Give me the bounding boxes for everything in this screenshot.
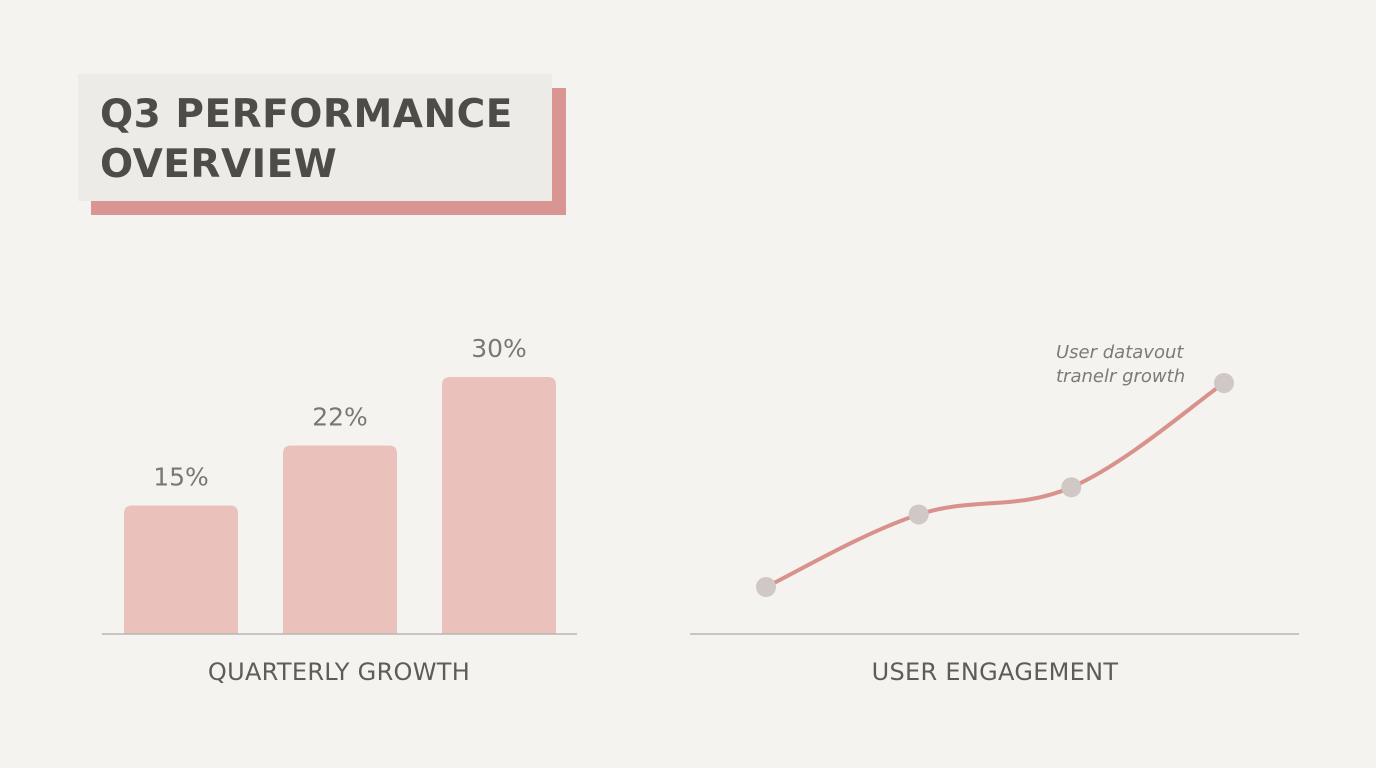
annotation-line-2: tranelr growth [1056, 366, 1186, 387]
page-title-line-1: Q3 PERFORMANCE [100, 92, 513, 137]
line-chart-annotation: User datavout tranelr growth [1056, 341, 1185, 389]
bar-value-label-2: 22% [312, 403, 368, 432]
bar-chart: 15% 22% 30% [102, 334, 577, 635]
bar-2 [283, 445, 397, 634]
engagement-series-line [764, 381, 1226, 589]
line-chart-title: USER ENGAGEMENT [871, 658, 1119, 686]
title-box: Q3 PERFORMANCE OVERVIEW [78, 74, 552, 201]
annotation-line-1: User datavout [1056, 342, 1184, 363]
bar-value-label-3: 30% [471, 334, 527, 363]
bar-chart-title: QUARTERLY GROWTH [207, 658, 471, 686]
bar-3 [442, 377, 556, 634]
line-point-3 [1061, 477, 1082, 498]
bar-value-label-1: 15% [153, 463, 209, 492]
line-chart [690, 373, 1299, 635]
line-point-1 [756, 577, 776, 597]
page-title-line-2: OVERVIEW [100, 142, 338, 187]
line-point-2 [908, 504, 929, 525]
title-block: Q3 PERFORMANCE OVERVIEW [78, 74, 566, 216]
line-point-4 [1214, 373, 1234, 393]
bar-1 [124, 505, 238, 634]
